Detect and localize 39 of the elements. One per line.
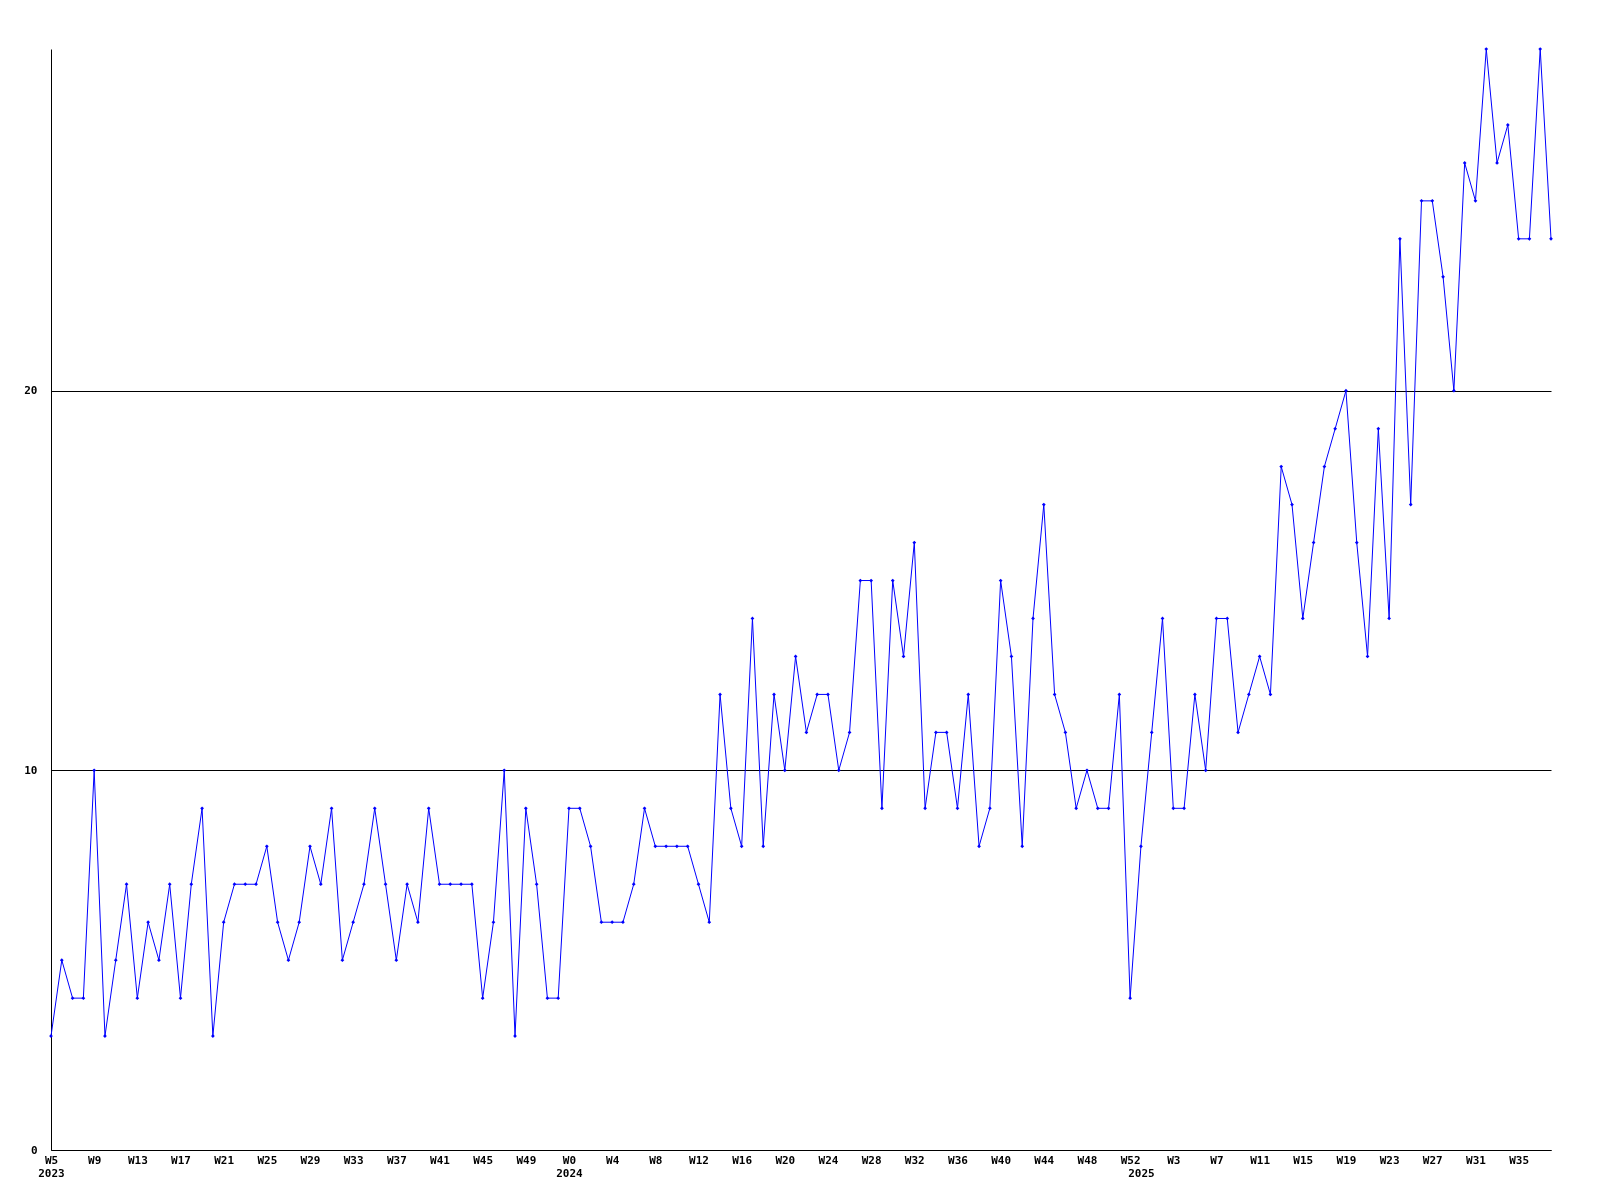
x-tick-label: W17 bbox=[171, 1153, 191, 1167]
y-tick-label: 10 bbox=[24, 763, 38, 777]
x-tick-label: W8 bbox=[649, 1153, 663, 1167]
x-tick-label: W32 bbox=[904, 1153, 925, 1167]
x-tick-label: W49 bbox=[516, 1153, 537, 1167]
x-tick-label: W24 bbox=[818, 1153, 839, 1167]
x-tick-label: W12 bbox=[689, 1153, 709, 1167]
x-tick-label: W19 bbox=[1336, 1153, 1357, 1167]
x-tick-label: W36 bbox=[948, 1153, 969, 1167]
x-tick-label: W35 bbox=[1509, 1153, 1530, 1167]
x-tick-label: W21 bbox=[214, 1153, 235, 1167]
x-tick-label: W13 bbox=[127, 1153, 148, 1167]
x-tick-label: W20 bbox=[775, 1153, 796, 1167]
x-tick-label: W28 bbox=[861, 1153, 882, 1167]
y-tick-label: 0 bbox=[30, 1143, 38, 1157]
x-tick-label: W45 bbox=[473, 1153, 494, 1167]
x-tick-label: W44 bbox=[1034, 1153, 1055, 1167]
x-tick-label: 2025 bbox=[1128, 1166, 1155, 1180]
x-tick-label: W23 bbox=[1379, 1153, 1400, 1167]
x-tick-label: W41 bbox=[430, 1153, 451, 1167]
x-tick-label: W52 bbox=[1120, 1153, 1141, 1167]
x-tick-label: W29 bbox=[300, 1153, 321, 1167]
x-tick-label: W27 bbox=[1422, 1153, 1443, 1167]
x-tick-label: W4 bbox=[606, 1153, 620, 1167]
x-tick-label: W33 bbox=[343, 1153, 364, 1167]
x-tick-label: W37 bbox=[386, 1153, 407, 1167]
x-tick-label: W31 bbox=[1466, 1153, 1487, 1167]
x-tick-label: W7 bbox=[1210, 1153, 1224, 1167]
x-tick-label: W5 2023 bbox=[38, 1153, 65, 1180]
x-tick-label: W9 bbox=[88, 1153, 102, 1167]
x-tick-label: W3 bbox=[1167, 1153, 1181, 1167]
x-tick-label: W40 bbox=[991, 1153, 1012, 1167]
x-tick-label: W25 bbox=[257, 1153, 278, 1167]
x-tick-label: W0 2024 bbox=[556, 1153, 584, 1180]
x-tick-label: W16 bbox=[732, 1153, 753, 1167]
x-tick-label: W11 bbox=[1250, 1153, 1271, 1167]
x-tick-label: W15 bbox=[1293, 1153, 1314, 1167]
y-tick-label: 20 bbox=[24, 384, 38, 398]
x-tick-label: W48 bbox=[1077, 1153, 1098, 1167]
